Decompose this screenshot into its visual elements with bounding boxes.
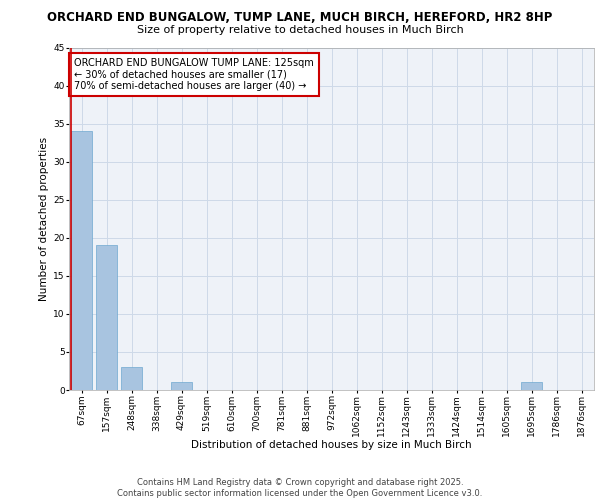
- Bar: [121, 367, 142, 390]
- Y-axis label: Number of detached properties: Number of detached properties: [39, 136, 49, 301]
- Bar: [171, 382, 192, 390]
- Bar: [96, 246, 117, 390]
- Text: Contains HM Land Registry data © Crown copyright and database right 2025.
Contai: Contains HM Land Registry data © Crown c…: [118, 478, 482, 498]
- Text: ORCHARD END BUNGALOW TUMP LANE: 125sqm
← 30% of detached houses are smaller (17): ORCHARD END BUNGALOW TUMP LANE: 125sqm ←…: [74, 58, 314, 91]
- Text: Size of property relative to detached houses in Much Birch: Size of property relative to detached ho…: [137, 25, 463, 35]
- Bar: [521, 382, 542, 390]
- Text: ORCHARD END BUNGALOW, TUMP LANE, MUCH BIRCH, HEREFORD, HR2 8HP: ORCHARD END BUNGALOW, TUMP LANE, MUCH BI…: [47, 11, 553, 24]
- X-axis label: Distribution of detached houses by size in Much Birch: Distribution of detached houses by size …: [191, 440, 472, 450]
- Bar: [71, 131, 92, 390]
